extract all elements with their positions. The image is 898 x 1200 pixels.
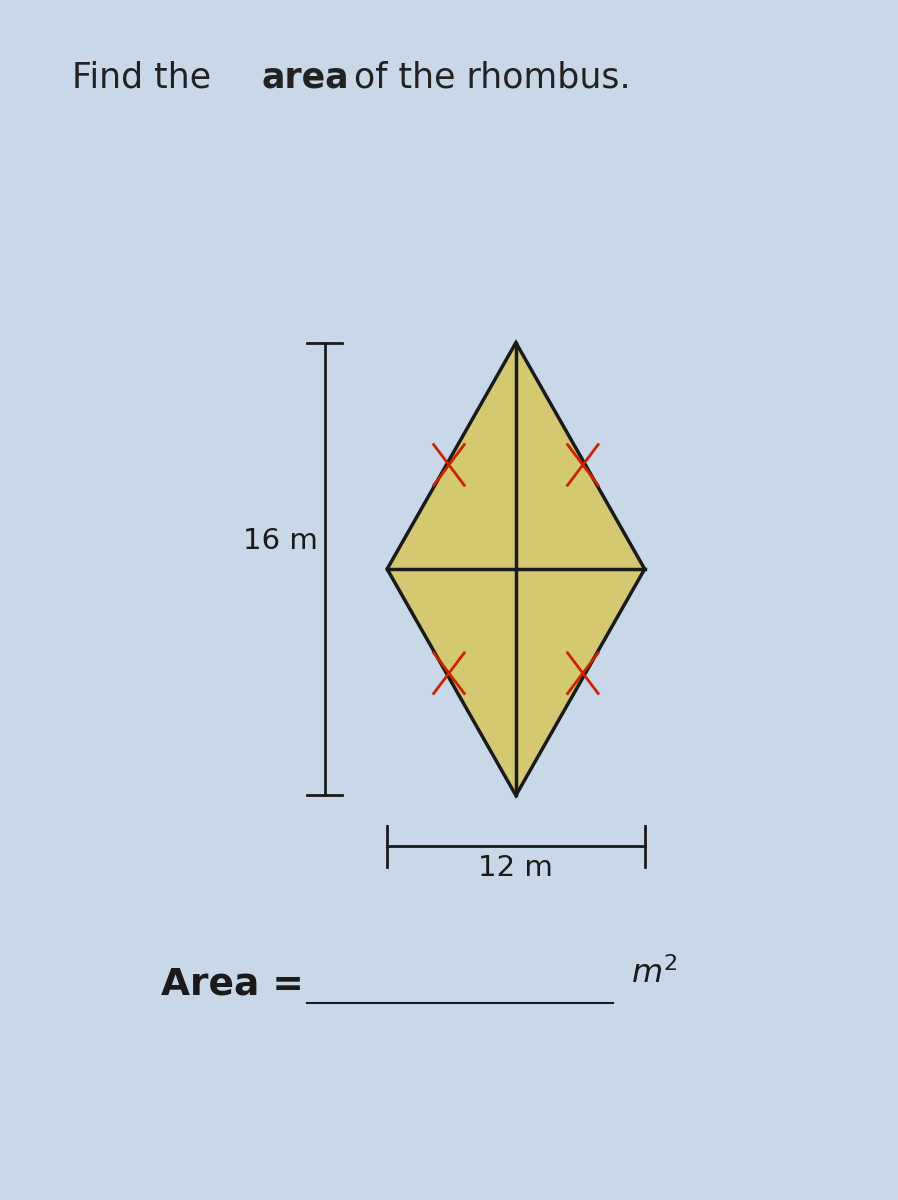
Text: 16 m: 16 m <box>242 527 318 556</box>
Text: $m^2$: $m^2$ <box>630 958 677 990</box>
Text: Area =: Area = <box>161 967 317 1003</box>
Polygon shape <box>387 343 645 796</box>
Text: 12 m: 12 m <box>479 853 553 882</box>
Text: of the rhombus.: of the rhombus. <box>343 61 630 95</box>
Text: area: area <box>261 61 349 95</box>
Text: Find the: Find the <box>72 61 222 95</box>
